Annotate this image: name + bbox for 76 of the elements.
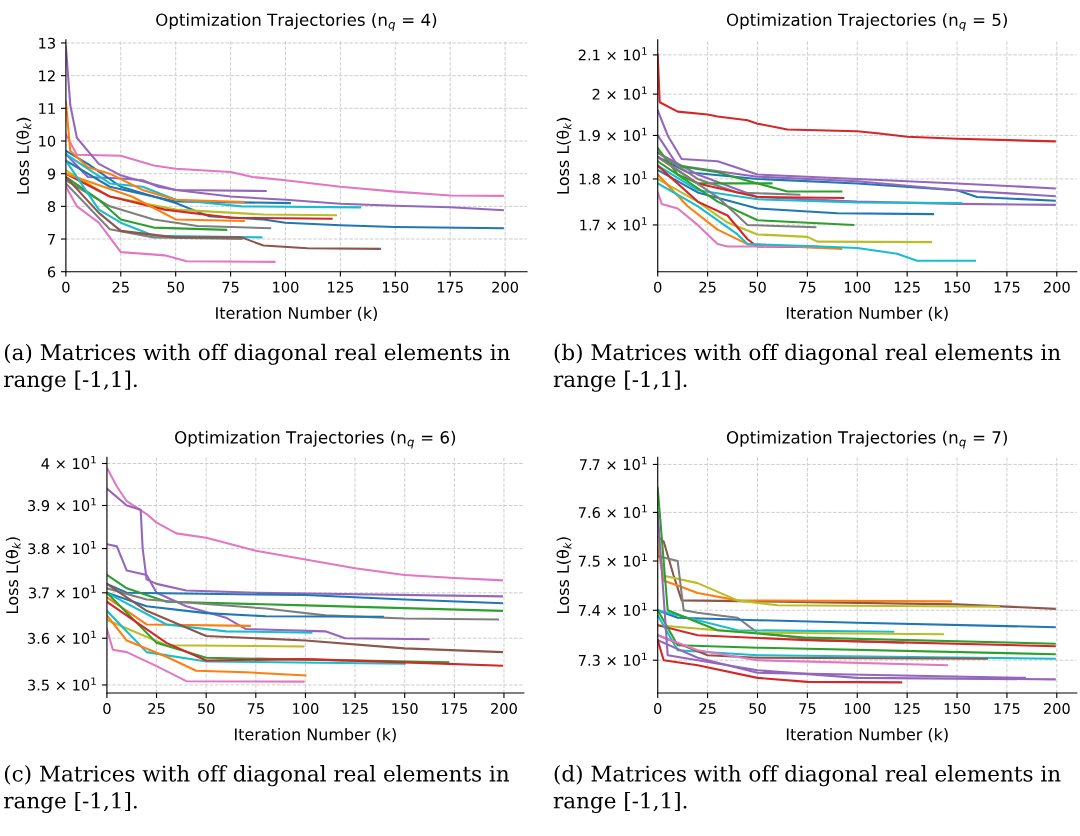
x-tick-label: 0 [103, 703, 111, 715]
x-tick-label: 0 [654, 703, 662, 715]
x-tick-label: 50 [198, 703, 215, 715]
x-tick-label: 150 [392, 703, 418, 715]
chart-title: Optimization Trajectories (n$_{q}$ = 7) [726, 430, 1007, 449]
x-tick-label: 25 [112, 281, 129, 293]
y-tick-label: 11 [39, 103, 55, 114]
x-tick-label: 175 [994, 281, 1020, 293]
x-tick-label: 25 [699, 703, 716, 715]
x-tick-label: 25 [148, 703, 165, 715]
chart-title: Optimization Trajectories (n$_{q}$ = 4) [156, 13, 437, 31]
y-tick-label: 3.6 × 10$^{1}$ [28, 630, 96, 644]
y-tick-label: 3.7 × 10$^{1}$ [29, 585, 96, 599]
x-tick-label: 200 [1043, 281, 1070, 293]
x-tick-label: 200 [1043, 703, 1070, 715]
chart-title: Optimization Trajectories (n$_{q}$ = 5) [726, 13, 1007, 31]
x-axis-title: Iteration Number (k) [786, 306, 948, 321]
y-tick-label: 7.5 × 10$^{1}$ [578, 553, 647, 567]
x-axis-title: Iteration Number (k) [216, 306, 377, 321]
text: (d) Matrices with off diagonal real elements in range [-1,1]. [553, 765, 1061, 814]
x-tick-label: 75 [222, 281, 239, 293]
x-tick-label: 175 [442, 703, 467, 715]
y-tick-label: 8 [47, 201, 56, 213]
x-tick-label: 0 [654, 281, 662, 293]
y-tick-label: 3.5 × 10$^{1}$ [28, 677, 96, 691]
x-tick-label: 125 [328, 281, 354, 293]
y-tick-label: 2.1 × 10$^{1}$ [578, 47, 647, 61]
y-tick-label: 2 × 10$^{1}$ [592, 86, 647, 100]
y-tick-label: 12 [39, 70, 55, 82]
x-tick-label: 150 [944, 281, 970, 293]
x-axis-title: Iteration Number (k) [786, 727, 948, 743]
x-tick-label: 125 [894, 703, 920, 715]
y-tick-label: 3.8 × 10$^{1}$ [28, 540, 96, 555]
y-tick-label: 1.7 × 10$^{1}$ [580, 217, 647, 231]
x-tick-label: 75 [799, 281, 816, 293]
y-axis-title: Loss L(θ$_{k}$) [16, 117, 32, 194]
x-tick-label: 100 [844, 281, 871, 293]
x-tick-label: 175 [994, 703, 1020, 715]
x-tick-label: 50 [749, 281, 766, 293]
y-tick-label: 4 × 10$^{1}$ [41, 455, 96, 470]
chart-title: Optimization Trajectories (n$_{q}$ = 6) [175, 430, 456, 449]
y-tick-label: 7.6 × 10$^{1}$ [578, 504, 647, 519]
y-tick-label: 10 [39, 135, 56, 147]
x-tick-label: 0 [62, 281, 70, 293]
text: (a) Matrices with off diagonal real elements in range [-1,1]. [4, 343, 510, 392]
text: (b) Matrices with off diagonal real elements in range [-1,1]. [553, 343, 1061, 392]
y-tick-label: 6 [47, 266, 56, 278]
x-tick-label: 200 [492, 281, 519, 293]
x-tick-label: 150 [382, 281, 409, 293]
x-tick-label: 50 [749, 703, 766, 715]
text: (c) Matrices with off diagonal real elements in range [-1,1]. [4, 765, 510, 814]
x-tick-label: 175 [437, 281, 463, 293]
x-axis-title: Iteration Number (k) [235, 727, 396, 743]
y-axis-title: Loss L(θ$_{k}$) [5, 537, 21, 613]
x-tick-label: 100 [273, 281, 299, 293]
x-tick-label: 25 [699, 281, 716, 293]
y-tick-label: 7.4 × 10$^{1}$ [578, 602, 647, 616]
y-tick-label: 13 [39, 37, 55, 49]
x-tick-label: 100 [293, 703, 319, 715]
x-tick-label: 75 [247, 703, 264, 715]
y-tick-label: 3.9 × 10$^{1}$ [28, 497, 96, 512]
y-tick-label: 7 [48, 233, 55, 245]
y-tick-label: 7.3 × 10$^{1}$ [578, 652, 647, 666]
y-axis-title: Loss L(θ$_{k}$) [556, 117, 572, 194]
x-tick-label: 75 [799, 703, 816, 715]
y-tick-label: 1.9 × 10$^{1}$ [579, 127, 647, 142]
x-tick-label: 200 [491, 703, 517, 715]
y-tick-label: 1.8 × 10$^{1}$ [579, 171, 647, 185]
x-tick-label: 100 [844, 703, 871, 715]
y-axis-title: Loss L(θ$_{k}$) [556, 537, 572, 613]
x-tick-label: 150 [944, 703, 970, 715]
y-tick-label: 7.7 × 10$^{1}$ [579, 456, 647, 471]
y-tick-label: 9 [47, 168, 56, 180]
x-tick-label: 50 [167, 281, 184, 293]
x-tick-label: 125 [342, 703, 368, 715]
x-tick-label: 125 [894, 281, 920, 293]
